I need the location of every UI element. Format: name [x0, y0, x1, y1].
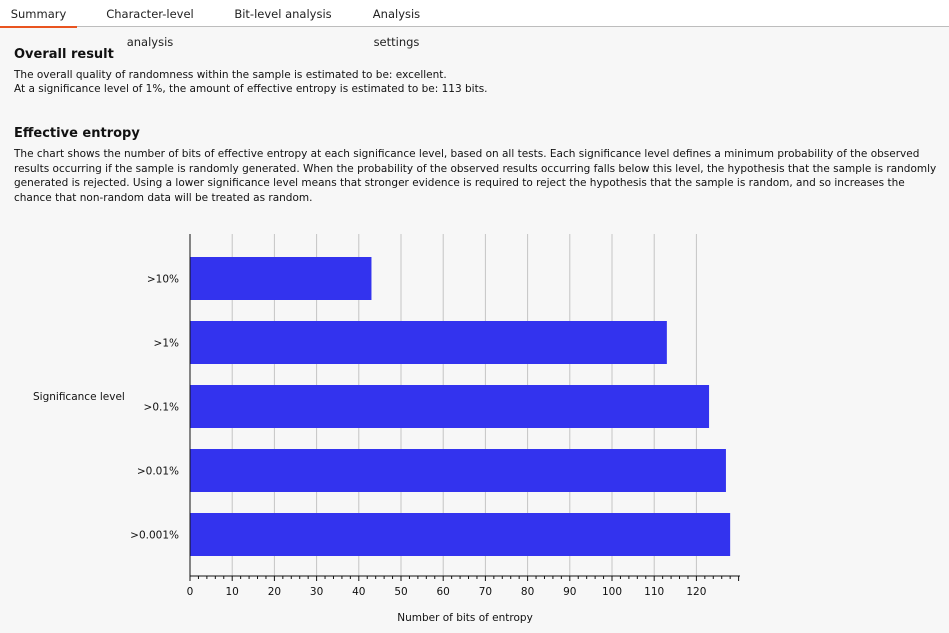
x-tick-label: 0: [187, 586, 194, 598]
bar-1: [190, 321, 667, 364]
y-tick-label: >1%: [154, 338, 179, 350]
x-tick-label: 70: [479, 586, 492, 598]
x-tick-label: 120: [686, 586, 706, 598]
x-tick-label: 20: [268, 586, 281, 598]
x-tick-label: 60: [437, 586, 450, 598]
tab-bit-level-analysis[interactable]: Bit-level analysis: [234, 7, 332, 21]
y-tick-label: >0.001%: [130, 530, 179, 542]
x-tick-label: 30: [310, 586, 323, 598]
overall-quality-text: The overall quality of randomness within…: [14, 69, 447, 81]
tab-summary[interactable]: Summary: [0, 0, 77, 28]
tab-analysis-settings[interactable]: Analysis settings: [372, 7, 421, 49]
bar-3: [190, 449, 726, 492]
overall-entropy-text: At a significance level of 1%, the amoun…: [14, 83, 488, 95]
x-tick-label: 10: [226, 586, 239, 598]
overall-result-heading: Overall result: [14, 47, 114, 62]
tab-character-level-analysis[interactable]: Character-level analysis: [106, 7, 194, 49]
y-tick-label: >10%: [147, 274, 179, 286]
x-tick-label: 90: [563, 586, 576, 598]
y-axis-title: Significance level: [33, 391, 125, 403]
bar-4: [190, 513, 731, 556]
x-tick-label: 40: [352, 586, 365, 598]
tab-bar: Summary Character-level analysis Bit-lev…: [0, 0, 949, 49]
x-tick-label: 80: [521, 586, 534, 598]
x-tick-label: 110: [644, 586, 664, 598]
x-tick-label: 50: [394, 586, 407, 598]
effective-entropy-description: The chart shows the number of bits of ef…: [14, 148, 937, 204]
bar-2: [190, 385, 710, 428]
y-tick-label: >0.01%: [137, 466, 179, 478]
y-tick-label: >0.1%: [144, 402, 179, 414]
x-tick-label: 100: [602, 586, 622, 598]
x-axis-title: Number of bits of entropy: [397, 612, 533, 624]
bar-0: [190, 257, 372, 300]
effective-entropy-heading: Effective entropy: [14, 126, 140, 141]
